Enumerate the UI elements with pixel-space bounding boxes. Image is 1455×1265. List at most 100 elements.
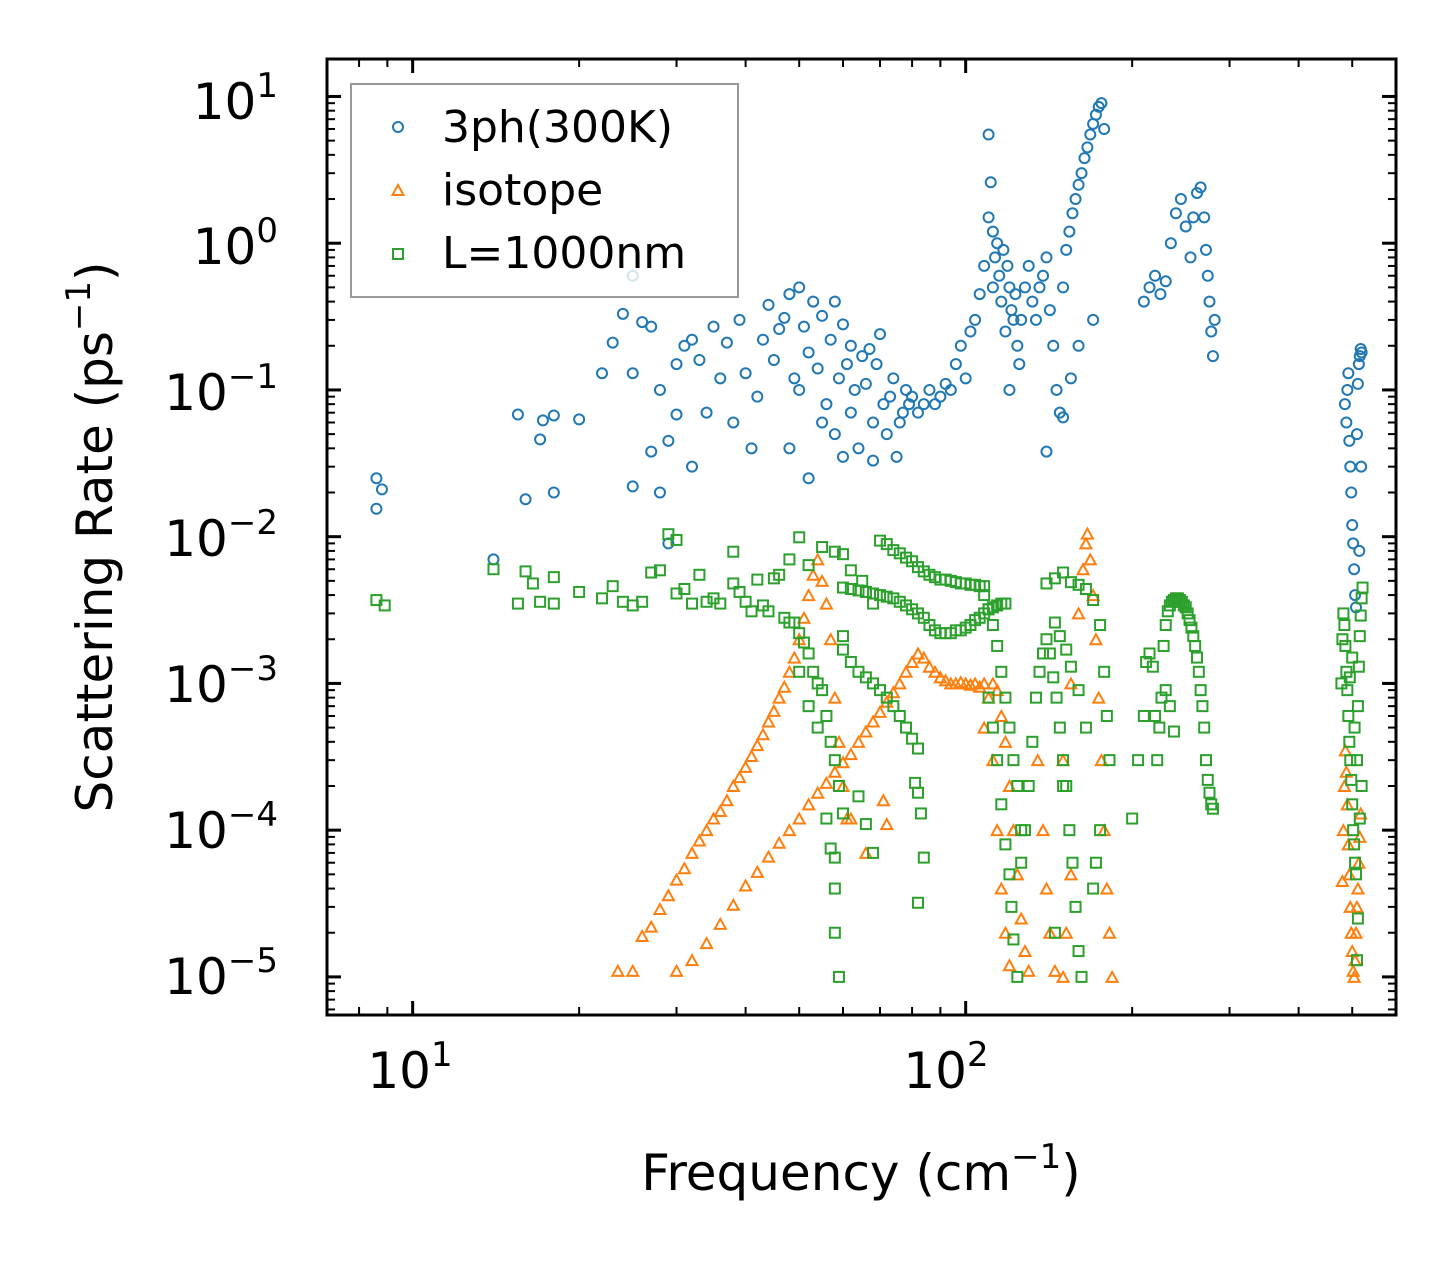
data-point: [755, 727, 771, 741]
data-point: [1164, 237, 1177, 250]
data-point: [1098, 665, 1111, 678]
data-point: [989, 251, 1002, 264]
data-point: [1040, 251, 1053, 264]
data-point: [844, 582, 857, 595]
data-point: [1003, 281, 1016, 294]
data-point: [1350, 954, 1363, 967]
data-point: [859, 377, 872, 390]
data-point: [1048, 616, 1061, 629]
data-point: [844, 406, 857, 419]
data-point: [917, 851, 930, 864]
data-point: [880, 538, 893, 551]
data-point: [978, 259, 991, 272]
y-axis-label: Scattering Rate (ps−1): [59, 261, 124, 812]
data-point: [766, 703, 782, 717]
data-point: [1075, 167, 1088, 180]
data-point: [1143, 281, 1156, 294]
data-point: [836, 643, 849, 656]
data-point: [1194, 181, 1207, 194]
data-point: [751, 573, 764, 586]
data-point: [912, 786, 925, 799]
data-point: [1048, 926, 1061, 939]
data-point: [890, 450, 903, 463]
data-point: [1353, 630, 1366, 643]
data-point: [1198, 721, 1211, 734]
data-point: [1006, 823, 1021, 837]
data-point: [867, 416, 880, 429]
data-point: [707, 320, 720, 333]
data-point: [1344, 754, 1357, 767]
data-point: [844, 339, 857, 352]
data-point: [852, 442, 865, 455]
data-point: [991, 237, 1004, 250]
data-point: [1192, 665, 1205, 678]
data-point: [880, 590, 893, 603]
data-point: [982, 603, 995, 616]
data-point: [1348, 563, 1361, 576]
data-point: [1050, 691, 1063, 704]
data-point: [1064, 576, 1077, 589]
data-point: [998, 925, 1013, 939]
data-point: [995, 665, 1008, 678]
data-point: [802, 559, 815, 572]
data-point: [652, 901, 668, 916]
data-point: [1030, 753, 1045, 767]
data-point: [877, 398, 890, 411]
data-point: [867, 454, 880, 467]
data-point: [1071, 606, 1086, 620]
data-point: [874, 328, 887, 341]
data-point: [820, 709, 833, 722]
data-point: [793, 531, 806, 544]
data-point: [536, 414, 549, 427]
data-point: [487, 553, 500, 566]
data-point: [1151, 754, 1164, 767]
data-point: [964, 325, 977, 338]
data-point: [1099, 881, 1115, 895]
data-point: [1143, 647, 1156, 660]
data-point: [954, 339, 967, 352]
data-point: [1351, 855, 1367, 869]
data-point: [828, 754, 841, 767]
data-point: [887, 592, 900, 605]
data-point: [1351, 700, 1364, 713]
data-point: [824, 333, 837, 346]
data-point: [816, 416, 829, 429]
data-point: [693, 568, 706, 581]
data-point: [824, 735, 837, 748]
data-point: [1337, 607, 1350, 620]
data-point: [727, 545, 740, 558]
data-point: [949, 358, 962, 371]
data-point: [1342, 367, 1355, 380]
data-point: [896, 406, 909, 419]
data-point: [677, 861, 692, 875]
data-point: [706, 811, 721, 825]
data-point: [519, 565, 532, 578]
data-point: [856, 350, 869, 363]
data-point: [909, 776, 922, 789]
data-point: [1203, 295, 1216, 308]
data-point: [923, 383, 936, 396]
data-point: [912, 742, 925, 755]
data-point: [645, 566, 658, 579]
data-point: [1104, 969, 1120, 983]
data-point: [898, 664, 914, 678]
data-point: [810, 785, 825, 799]
y-tick-label: 101: [193, 66, 278, 131]
data-point: [573, 585, 586, 598]
data-point: [893, 595, 906, 608]
data-point: [986, 619, 999, 632]
data-point: [1185, 621, 1198, 634]
data-point: [573, 413, 586, 426]
data-point: [863, 343, 876, 356]
data-point: [670, 358, 683, 371]
data-point: [865, 714, 881, 728]
data-point: [959, 372, 972, 385]
data-point: [986, 225, 999, 238]
data-point: [1040, 633, 1053, 646]
data-point: [1181, 607, 1194, 620]
data-point: [1029, 313, 1042, 326]
data-point: [914, 807, 927, 820]
data-point: [1353, 544, 1366, 557]
data-point: [887, 700, 900, 713]
data-point: [1346, 798, 1359, 811]
